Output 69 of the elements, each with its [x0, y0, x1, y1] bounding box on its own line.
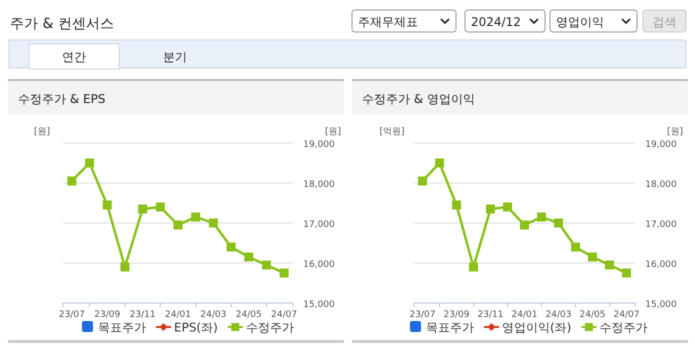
- legend-label: EPS(좌): [174, 320, 218, 334]
- x-tick-label: 24/01: [512, 310, 538, 320]
- chart-title: 수정주가 & 영업이익: [362, 92, 475, 106]
- y2-tick-label: 16,000: [645, 260, 678, 270]
- y2-tick-label: 15,000: [303, 300, 336, 310]
- x-tick-label: 23/07: [410, 310, 436, 320]
- y-axis-title: [원]: [34, 127, 50, 137]
- text: 2024/12: [471, 15, 521, 29]
- x-tick-label: 24/01: [165, 310, 191, 320]
- text: 주재무제표: [358, 15, 418, 29]
- text: 영업이익: [556, 15, 604, 29]
- point: [102, 200, 112, 210]
- point: [520, 220, 529, 230]
- y2-tick-label: 17,000: [645, 220, 678, 230]
- chart-title: 수정주가 & EPS: [18, 92, 106, 106]
- point: [418, 176, 427, 186]
- point: [120, 262, 130, 272]
- point: [138, 204, 148, 214]
- x-tick-label: 24/07: [614, 310, 640, 320]
- point: [174, 220, 182, 230]
- x-tick-label: 23/09: [444, 310, 470, 320]
- point: [280, 268, 289, 278]
- y2-tick-label: 16,000: [303, 260, 336, 270]
- legend-label: 수정주가: [599, 320, 648, 334]
- y2-axis-title: [원]: [324, 127, 342, 137]
- point: [85, 158, 94, 168]
- point: [588, 252, 597, 262]
- point: [208, 218, 218, 228]
- x-tick-label: 23/11: [130, 310, 156, 320]
- y2-tick-label: 18,000: [303, 180, 336, 190]
- y-axis-title: [억원]: [379, 127, 405, 137]
- text: 분기: [163, 50, 187, 64]
- point: [554, 218, 563, 228]
- y2-tick-label: 17,000: [303, 220, 336, 230]
- x-tick-label: 24/07: [271, 310, 298, 320]
- x-tick-label: 24/05: [580, 310, 606, 320]
- x-tick-label: 24/05: [236, 310, 262, 320]
- point: [191, 212, 200, 222]
- x-tick-label: 24/03: [546, 310, 572, 320]
- x-tick-label: 23/07: [58, 310, 85, 320]
- point: [469, 262, 478, 272]
- x-tick-label: 24/03: [200, 310, 226, 320]
- y2-tick-label: 19,000: [645, 140, 678, 150]
- y2-tick-label: 19,000: [303, 140, 336, 150]
- x-tick-label: 23/11: [478, 310, 504, 320]
- text: 주가 & 컨센서스: [10, 16, 114, 32]
- legend-label: 영업이익(좌): [502, 320, 572, 334]
- point: [262, 260, 271, 270]
- text: 연간: [62, 50, 86, 64]
- y2-tick-label: 18,000: [645, 180, 678, 190]
- point: [452, 200, 461, 210]
- point: [244, 252, 254, 262]
- point: [622, 268, 631, 278]
- point: [486, 204, 495, 214]
- legend-label: 목표주가: [426, 320, 474, 334]
- legend-label: 목표주가: [98, 320, 146, 334]
- point: [571, 242, 580, 252]
- point: [156, 202, 165, 212]
- point: [503, 202, 512, 212]
- point: [67, 176, 76, 186]
- text: 검색: [652, 15, 676, 29]
- point: [226, 242, 236, 252]
- point: [605, 260, 614, 270]
- point: [435, 158, 444, 168]
- legend-label: 수정주가: [246, 320, 294, 334]
- y2-tick-label: 15,000: [645, 300, 678, 310]
- y2-axis-title: [원]: [666, 127, 684, 137]
- point: [537, 212, 546, 222]
- x-tick-label: 23/09: [94, 310, 120, 320]
